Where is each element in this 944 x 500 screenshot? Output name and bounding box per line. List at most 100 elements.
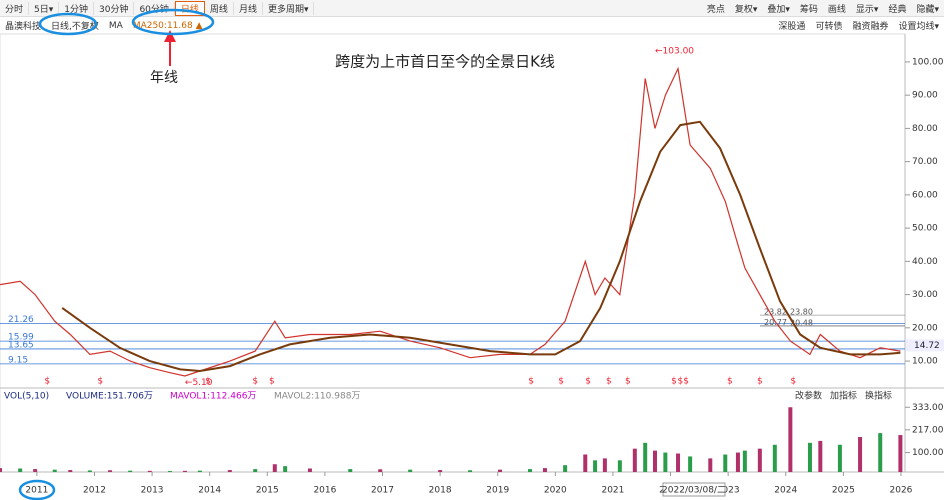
cursor-label: 2022/03/08/二 <box>662 486 726 496</box>
volume-bar <box>837 444 842 472</box>
volume-bar <box>563 465 568 472</box>
volume-bar <box>735 452 740 472</box>
volume-bar <box>227 470 232 472</box>
volume-bar <box>676 453 681 472</box>
volume-label: MAVOL1:112.466万 <box>170 392 256 402</box>
level-label: 23.80 <box>790 308 813 317</box>
dividend-mark: $ <box>97 377 103 387</box>
volume-button: 加指标 <box>830 390 857 402</box>
volume-bar <box>52 469 57 472</box>
x-tick-label: 2013 <box>141 486 164 496</box>
tab[interactable]: 月线 <box>234 1 263 15</box>
volume-bar <box>632 448 637 472</box>
ma-value: MA250:11.68 ▲ <box>132 20 203 31</box>
tool-button[interactable]: 隐藏▾ <box>916 4 939 15</box>
volume-bar <box>807 442 812 472</box>
x-tick-label: 2011 <box>25 486 48 496</box>
volume-bar <box>498 469 503 472</box>
tab[interactable]: 30分钟 <box>94 1 135 15</box>
y-tick-label: 90.00 <box>912 91 938 101</box>
volume-bar <box>378 469 383 472</box>
volume-bar <box>742 450 747 472</box>
tab[interactable]: 日线 <box>174 0 205 16</box>
volume-bar <box>348 469 353 472</box>
level-label: 9.15 <box>8 355 28 365</box>
tab[interactable]: 周线 <box>205 1 234 15</box>
volume-button: 改参数 <box>795 390 822 402</box>
y-tick-label: 20.00 <box>912 323 938 333</box>
dividend-mark: $ <box>558 377 564 387</box>
volume-bar <box>527 469 532 472</box>
tab[interactable]: 分时 <box>0 1 30 15</box>
volume-bar <box>87 470 92 472</box>
tab[interactable]: 1分钟 <box>59 1 94 15</box>
stock-name: 晶澳科技 <box>5 22 42 32</box>
chart-title: 跨度为上市首日至今的全景日K线 <box>335 53 555 71</box>
volume-bar <box>147 470 152 472</box>
y-tick-label: 333.00 <box>912 403 944 413</box>
y-tick-label: 80.00 <box>912 124 938 134</box>
level-label: 15.99 <box>8 333 34 343</box>
x-tick-label: 2020 <box>544 486 567 496</box>
tool-button[interactable]: 亮点 <box>706 4 725 15</box>
dividend-mark: $ <box>269 377 275 387</box>
volume-bar <box>788 407 793 472</box>
x-tick-label: 2012 <box>83 486 106 496</box>
volume-bar <box>167 471 172 472</box>
info-button[interactable]: 可转债 <box>815 22 843 32</box>
dividend-mark: $ <box>44 377 50 387</box>
mode[interactable]: 日线,不复权 <box>51 22 99 32</box>
level-label: 20.77 <box>764 318 787 327</box>
volume-bar <box>643 442 648 472</box>
info-button[interactable]: 深股通 <box>778 22 806 32</box>
level-label: 23.82 <box>764 308 787 317</box>
tab[interactable]: 60分钟 <box>134 1 175 15</box>
volume-button: 换指标 <box>865 390 892 402</box>
volume-bar <box>708 458 713 472</box>
toolbar: 分时 5日▾ 1分钟 30分钟 60分钟 日线 周线 月线 更多周期▾ 亮点 复权▾ 叠加▾ 筹码 画线显… <box>0 0 944 17</box>
price-line <box>0 66 901 377</box>
volume-bar <box>602 458 607 472</box>
volume-bar <box>583 454 588 472</box>
y-tick-label: 70.00 <box>912 157 938 167</box>
dividend-mark: $ <box>625 377 631 387</box>
tool-button[interactable]: 叠加▾ <box>767 4 790 15</box>
tool-button[interactable]: 显示▾ <box>855 4 879 15</box>
info-button[interactable]: 融资融券 <box>852 22 889 32</box>
tab[interactable]: 更多周期▾ <box>263 1 315 15</box>
x-tick-label: 2018 <box>429 486 452 496</box>
dividend-mark: $ <box>727 377 733 387</box>
dividend-mark: $ <box>790 377 796 387</box>
volume-bar <box>663 452 668 472</box>
tab[interactable]: 5日▾ <box>29 1 60 15</box>
volume-bar <box>128 470 133 472</box>
volume-bar <box>468 470 473 472</box>
dividend-mark: $ <box>757 377 763 387</box>
level-label: 13.65 <box>8 340 34 350</box>
info-bar: 晶澳科技 日线,不复权 MA MA250:11.68 ▲ 深股通 可转债 融资融券 设置均线▾ <box>0 17 944 34</box>
info-button[interactable]: 设置均线▾ <box>898 22 939 32</box>
x-tick-label: 2016 <box>313 486 336 496</box>
volume-bar <box>108 470 113 472</box>
tool-button[interactable]: 复权▾ <box>734 4 758 15</box>
volume-bar <box>68 470 73 472</box>
x-tick-label: 2025 <box>832 486 855 496</box>
x-tick-label: 2021 <box>601 486 624 496</box>
price-tag-label: 14.72 <box>914 341 940 351</box>
level-label: 20.48 <box>790 319 813 328</box>
volume-bar <box>253 469 258 472</box>
tool-button[interactable]: 画线 <box>827 4 846 15</box>
dividend-mark: $ <box>528 377 534 387</box>
x-tick-label: 2014 <box>198 486 221 496</box>
level-label: 21.26 <box>8 315 34 325</box>
x-tick-label: 2017 <box>371 486 394 496</box>
volume-bar <box>757 448 762 472</box>
ma-label: MA <box>108 20 123 31</box>
x-tick-label: 2022 <box>659 486 682 496</box>
tool-button[interactable]: 筹码 <box>799 4 818 15</box>
volume-bar <box>33 469 38 472</box>
volume-bar <box>617 460 622 472</box>
tool-button[interactable]: 经典 <box>888 4 907 15</box>
high-label: ←103.00 <box>655 46 694 56</box>
